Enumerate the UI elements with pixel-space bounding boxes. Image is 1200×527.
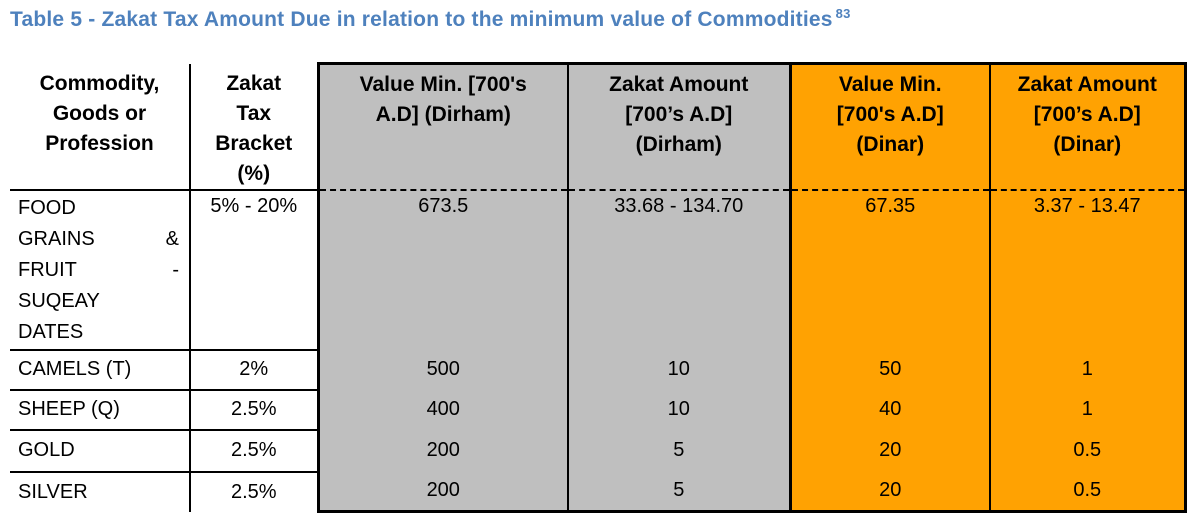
table-row-sheep: SHEEP (Q) 2.5% 400 10 40 1 bbox=[10, 389, 1187, 431]
cell-commodity: FOOD GRAINS & FRUIT - SUQEAY DATES bbox=[10, 189, 191, 351]
table-title: Table 5 - Zakat Tax Amount Due in relati… bbox=[10, 6, 851, 32]
cell-zakat-amount-dinar: 1 bbox=[990, 389, 1187, 430]
cell-zakat-amount-dirham: 10 bbox=[568, 389, 792, 430]
cell-bracket: 5% - 20% bbox=[190, 189, 318, 351]
cell-commodity: CAMELS (T) bbox=[10, 349, 191, 391]
column-header-value-min-dinar: Value Min. [700's A.D] (Dinar) bbox=[788, 61, 991, 191]
cell-zakat-amount-dinar: 1 bbox=[990, 349, 1187, 390]
cell-zakat-amount-dinar: 3.37 - 13.47 bbox=[990, 189, 1187, 350]
cell-bracket: 2.5% bbox=[190, 471, 318, 512]
commodity-line: FOOD bbox=[18, 196, 76, 219]
column-header-commodity: Commodity, Goods or Profession bbox=[10, 63, 191, 191]
cell-commodity: SHEEP (Q) bbox=[10, 389, 191, 431]
cell-zakat-amount-dinar: 0.5 bbox=[990, 471, 1187, 514]
column-header-zakat-amount-dirham: Zakat Amount [700’s A.D] (Dirham) bbox=[568, 61, 792, 191]
commodity-line: GRAINS & bbox=[18, 227, 179, 250]
column-header-value-min-dirham: Value Min. [700's A.D] (Dirham) bbox=[316, 61, 569, 191]
cell-zakat-amount-dirham: 5 bbox=[568, 471, 792, 514]
cell-zakat-amount-dirham: 5 bbox=[568, 429, 792, 472]
cell-zakat-amount-dirham: 10 bbox=[568, 349, 792, 390]
commodity-line: SUQEAY bbox=[18, 289, 100, 312]
cell-bracket: 2% bbox=[190, 349, 318, 391]
cell-value-min-dirham: 200 bbox=[316, 429, 569, 472]
cell-value-min-dinar: 20 bbox=[788, 429, 991, 472]
commodity-line: DATES bbox=[18, 320, 84, 343]
zakat-table: Commodity, Goods or Profession Zakat Tax… bbox=[10, 61, 1187, 514]
cell-value-min-dinar: 67.35 bbox=[788, 189, 991, 350]
table-row-gold: GOLD 2.5% 200 5 20 0.5 bbox=[10, 429, 1187, 473]
cell-value-min-dirham: 200 bbox=[316, 471, 569, 514]
footnote-reference: 83 bbox=[835, 6, 851, 21]
cell-value-min-dinar: 20 bbox=[788, 471, 991, 514]
cell-value-min-dinar: 50 bbox=[788, 349, 991, 390]
commodity-line: FRUIT - bbox=[18, 258, 179, 281]
cell-value-min-dirham: 673.5 bbox=[316, 189, 569, 350]
cell-value-min-dirham: 500 bbox=[316, 349, 569, 390]
cell-value-min-dirham: 400 bbox=[316, 389, 569, 430]
cell-bracket: 2.5% bbox=[190, 389, 318, 431]
table-row-camels: CAMELS (T) 2% 500 10 50 1 bbox=[10, 349, 1187, 391]
cell-zakat-amount-dinar: 0.5 bbox=[990, 429, 1187, 472]
cell-value-min-dinar: 40 bbox=[788, 389, 991, 430]
cell-commodity: GOLD bbox=[10, 429, 191, 473]
cell-bracket: 2.5% bbox=[190, 429, 318, 473]
cell-zakat-amount-dirham: 33.68 - 134.70 bbox=[568, 189, 792, 350]
table-header-row: Commodity, Goods or Profession Zakat Tax… bbox=[10, 61, 1187, 191]
table-row-food-grains: FOOD GRAINS & FRUIT - SUQEAY DATES 5% - 20… bbox=[10, 189, 1187, 351]
column-header-zakat-amount-dinar: Zakat Amount [700’s A.D] (Dinar) bbox=[990, 61, 1187, 191]
column-header-zakat-bracket: Zakat Tax Bracket (%) bbox=[190, 63, 318, 191]
cell-commodity: SILVER bbox=[10, 471, 191, 512]
table-row-silver: SILVER 2.5% 200 5 20 0.5 bbox=[10, 471, 1187, 514]
table-title-text: Table 5 - Zakat Tax Amount Due in relati… bbox=[10, 8, 833, 31]
